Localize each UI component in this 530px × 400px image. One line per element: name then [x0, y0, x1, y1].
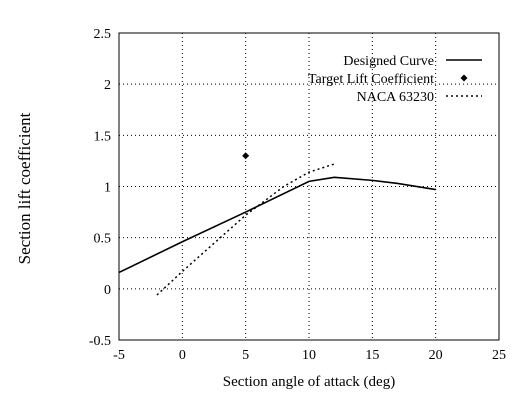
grid-lines [119, 33, 499, 340]
legend-label-naca-63230: NACA 63230 [357, 90, 434, 105]
y-tick-label: 0 [104, 283, 111, 298]
y-tick-label: 1 [104, 181, 111, 196]
legend-label-designed-curve: Designed Curve [343, 54, 434, 69]
x-tick-label: 25 [492, 348, 506, 363]
plot-frame [118, 32, 500, 341]
x-tick-label: 15 [365, 348, 379, 363]
legend: Designed Curve Target Lift Coefficient NAC… [308, 54, 482, 105]
designed-curve-line [118, 176, 436, 274]
y-tick-label: 1.5 [94, 129, 112, 144]
y-tick-label: -0.5 [89, 334, 111, 349]
x-tick-label: -5 [113, 348, 125, 363]
legend-label-target-lift-coefficient: Target Lift Coefficient [308, 72, 434, 87]
x-tick-label: 0 [179, 348, 186, 363]
y-tick-label: 2.5 [94, 27, 112, 42]
target-lift-coefficient-point [242, 152, 250, 160]
legend-marker-target-lift-coefficient [460, 74, 468, 82]
y-tick-label: 2 [104, 78, 111, 93]
x-tick-label: 5 [242, 348, 249, 363]
axis-ticks: -5 0 5 10 15 20 25 -0.5 0 0.5 1 1.5 2 2.5 [89, 27, 506, 363]
y-axis-label: Section lift coefficient [15, 112, 34, 264]
y-tick-label: 0.5 [94, 232, 112, 247]
naca-63230-line [156, 163, 335, 296]
x-tick-label: 20 [429, 348, 443, 363]
x-tick-label: 10 [302, 348, 316, 363]
x-axis-label: Section angle of attack (deg) [223, 374, 395, 390]
data-series [118, 152, 436, 296]
